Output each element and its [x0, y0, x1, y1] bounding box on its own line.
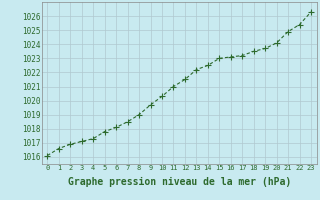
X-axis label: Graphe pression niveau de la mer (hPa): Graphe pression niveau de la mer (hPa) — [68, 177, 291, 187]
